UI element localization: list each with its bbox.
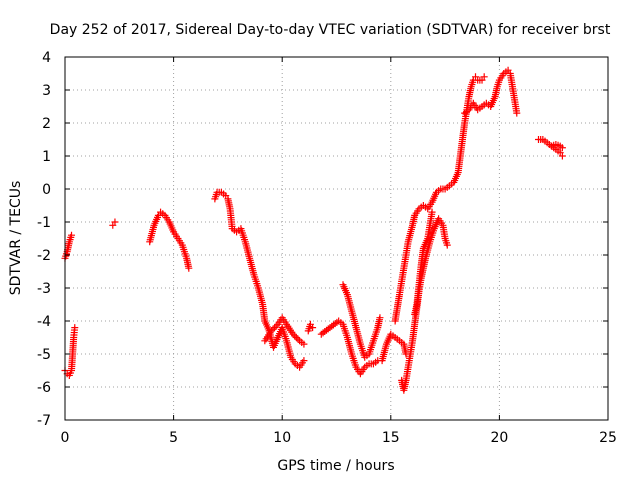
data-point bbox=[267, 327, 275, 335]
y-axis-label: SDTVAR / TECUs bbox=[8, 181, 24, 296]
data-point bbox=[71, 324, 79, 332]
x-tick-label: 15 bbox=[382, 430, 400, 446]
y-tick-label: 4 bbox=[42, 50, 51, 66]
y-tick-label: 2 bbox=[42, 116, 51, 132]
data-point bbox=[185, 264, 193, 272]
x-tick-label: 20 bbox=[490, 430, 508, 446]
y-tick-label: -6 bbox=[37, 380, 51, 396]
data-point bbox=[513, 109, 521, 117]
x-tick-label: 0 bbox=[61, 430, 70, 446]
data-point bbox=[309, 324, 317, 332]
y-tick-label: -3 bbox=[37, 281, 51, 297]
data-point bbox=[480, 73, 488, 81]
data-point bbox=[558, 152, 566, 160]
data-point bbox=[111, 218, 119, 226]
data-point bbox=[289, 330, 297, 338]
data-point bbox=[291, 332, 299, 340]
data-point bbox=[294, 335, 302, 343]
y-tick-label: -1 bbox=[37, 215, 51, 231]
axis-ticks: 0 5 10 15 20 25 -7 -6 -5 -4 -3 -2 -1 0 1 2 3 4 bbox=[37, 50, 617, 446]
grid bbox=[65, 57, 608, 420]
data-points bbox=[61, 66, 566, 394]
y-tick-label: -4 bbox=[37, 314, 51, 330]
plot-frame bbox=[64, 56, 609, 421]
data-point bbox=[292, 334, 300, 341]
data-point bbox=[269, 325, 277, 333]
x-axis-label: GPS time / hours bbox=[277, 458, 394, 474]
data-point bbox=[271, 324, 279, 332]
data-point bbox=[428, 208, 436, 216]
data-point bbox=[376, 314, 384, 322]
data-point bbox=[68, 231, 76, 239]
data-point bbox=[300, 357, 308, 365]
data-point bbox=[443, 241, 451, 249]
x-tick-label: 25 bbox=[599, 430, 617, 446]
data-point bbox=[300, 340, 308, 348]
data-point bbox=[272, 322, 280, 330]
data-point bbox=[558, 144, 566, 152]
y-tick-label: -2 bbox=[37, 248, 51, 264]
y-tick-label: -7 bbox=[37, 413, 51, 429]
x-tick-label: 10 bbox=[273, 430, 291, 446]
y-tick-label: 3 bbox=[42, 83, 51, 99]
x-tick-label: 5 bbox=[169, 430, 178, 446]
chart-title: Day 252 of 2017, Sidereal Day-to-day VTE… bbox=[50, 22, 611, 38]
y-tick-label: 1 bbox=[42, 149, 51, 165]
y-tick-label: -5 bbox=[37, 347, 51, 363]
y-tick-label: 0 bbox=[42, 182, 51, 198]
